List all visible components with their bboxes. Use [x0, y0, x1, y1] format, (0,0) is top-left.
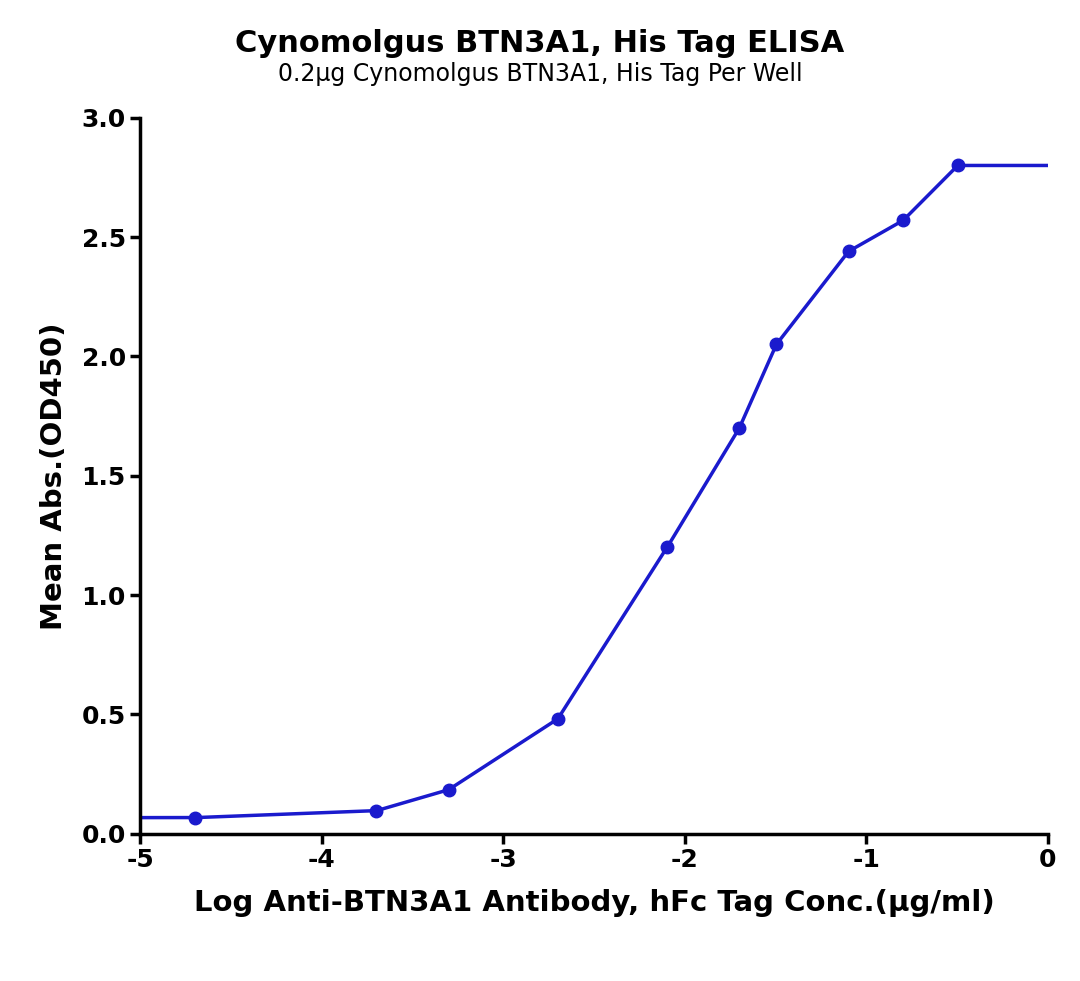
Point: [840, 243, 858, 259]
Point: [768, 336, 785, 352]
Point: [731, 420, 748, 436]
Point: [659, 540, 676, 555]
Point: [368, 802, 386, 818]
Point: [550, 711, 567, 727]
Y-axis label: Mean Abs.(OD450): Mean Abs.(OD450): [40, 322, 68, 630]
Text: Cynomolgus BTN3A1, His Tag ELISA: Cynomolgus BTN3A1, His Tag ELISA: [235, 29, 845, 59]
Text: 0.2μg Cynomolgus BTN3A1, His Tag Per Well: 0.2μg Cynomolgus BTN3A1, His Tag Per Wel…: [278, 62, 802, 85]
Point: [440, 782, 457, 798]
X-axis label: Log Anti-BTN3A1 Antibody, hFc Tag Conc.(μg/ml): Log Anti-BTN3A1 Antibody, hFc Tag Conc.(…: [193, 889, 995, 917]
Point: [894, 213, 912, 229]
Point: [187, 809, 204, 825]
Point: [949, 158, 967, 174]
